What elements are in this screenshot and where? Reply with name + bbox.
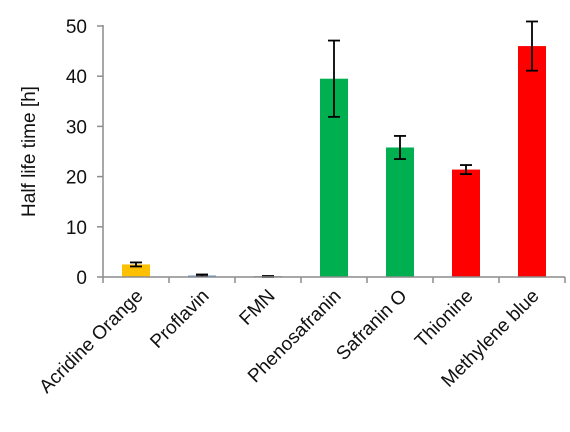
error-bar [130, 261, 142, 268]
bars [122, 46, 546, 278]
y-tick-label: 30 [66, 117, 87, 138]
x-tick-label: Proflavin [146, 286, 213, 353]
x-tick-label: FMN [236, 286, 280, 330]
error-bar [394, 135, 406, 160]
x-tick-label: Safranin O [332, 286, 411, 365]
x-tick-label: Thionine [411, 286, 477, 352]
bar [122, 264, 150, 277]
error-bar [328, 39, 340, 118]
error-bar [460, 164, 472, 175]
y-tick-label: 40 [66, 67, 87, 88]
y-axis-title: Half life time [h] [19, 86, 40, 217]
y-tick-label: 0 [76, 268, 87, 289]
bar [518, 46, 546, 277]
y-tick-label: 50 [66, 17, 87, 38]
bar [452, 169, 480, 277]
y-tick-label: 10 [66, 218, 87, 239]
bar [386, 147, 414, 277]
x-tick-label: Acridine Orange [36, 286, 148, 398]
y-tick-label: 20 [66, 168, 87, 189]
y-axis: 0 10 20 30 40 50 [66, 17, 104, 289]
error-bar [526, 20, 538, 72]
